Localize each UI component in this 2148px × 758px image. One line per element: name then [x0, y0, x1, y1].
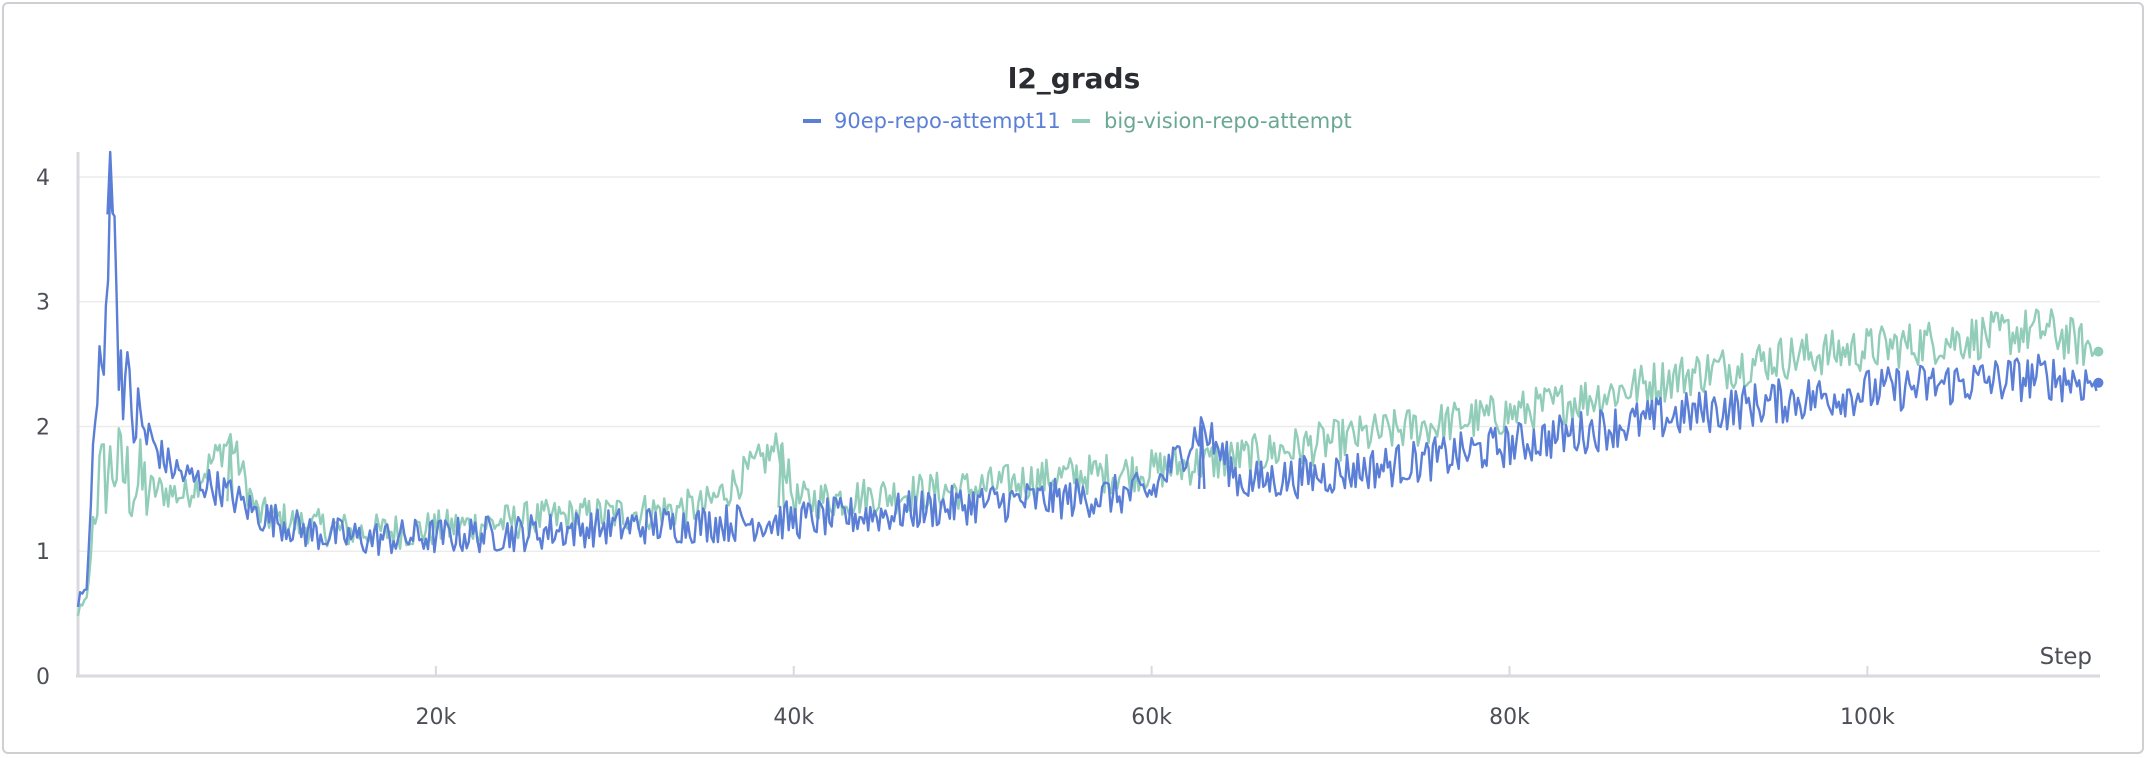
- x-tick-label: 100k: [1840, 705, 1895, 730]
- axes: [76, 152, 2100, 678]
- legend-label-big-vision: big-vision-repo-attempt: [1104, 109, 1352, 133]
- legend: 90ep-repo-attempt11 big-vision-repo-atte…: [803, 109, 1352, 133]
- chart-title: l2_grads: [1008, 62, 1141, 95]
- legend-item-big-vision-repo-attempt[interactable]: big-vision-repo-attempt: [1072, 109, 1352, 133]
- x-tick-label: 20k: [416, 705, 457, 730]
- y-tick-label: 1: [36, 540, 50, 565]
- legend-item-90ep-repo-attempt11[interactable]: 90ep-repo-attempt11: [803, 109, 1061, 133]
- x-tick-label: 80k: [1489, 705, 1530, 730]
- x-tick-labels: 20k 40k 60k 80k 100k: [416, 705, 1895, 730]
- series-lines: [76, 150, 2098, 617]
- y-tick-label: 3: [36, 291, 50, 316]
- series-endpoints: [2093, 346, 2104, 388]
- series-endpoint-0: [2093, 377, 2104, 388]
- x-axis-label: Step: [2040, 644, 2092, 670]
- legend-label-90ep: 90ep-repo-attempt11: [834, 109, 1061, 133]
- x-tick-label: 60k: [1131, 705, 1172, 730]
- series-line-0: [76, 150, 2098, 608]
- y-tick-labels: 0 1 2 3 4: [36, 166, 50, 690]
- x-tick-label: 40k: [773, 705, 814, 730]
- y-tick-label: 4: [36, 166, 50, 191]
- y-tick-label: 2: [36, 415, 50, 440]
- gridlines: [78, 176, 2100, 676]
- series-endpoint-1: [2093, 346, 2104, 357]
- y-tick-label: 0: [36, 665, 50, 690]
- series-line-1: [76, 308, 2097, 617]
